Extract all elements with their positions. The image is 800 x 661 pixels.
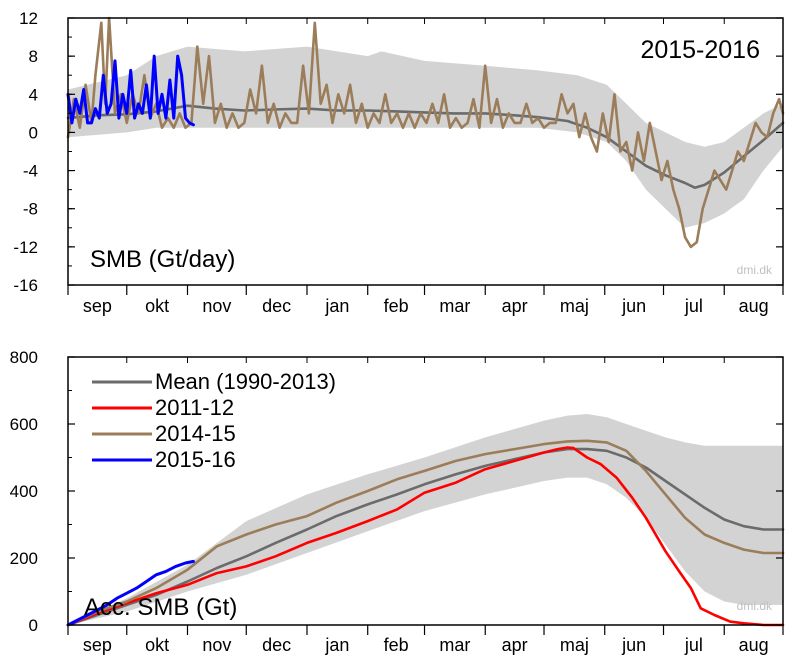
series-line-2014-15 <box>66 16 785 249</box>
y-tick-label: 4 <box>29 85 38 104</box>
daily-credit: dmi.dk <box>737 263 773 277</box>
y-tick-label: -16 <box>13 276 38 295</box>
month-label-dec: dec <box>262 635 291 655</box>
month-label-jun: jun <box>621 296 646 316</box>
month-label-sep: sep <box>83 635 112 655</box>
daily-spread-band <box>68 46 783 228</box>
month-label-feb: feb <box>384 635 409 655</box>
month-label-maj: maj <box>560 635 589 655</box>
accumulated-panel-title: Acc. SMB (Gt) <box>84 594 237 621</box>
daily-smb-panel: 12 8 4 0 -4 -8 -12 -16 sep okt nov dec jan feb mar apr… <box>13 9 785 316</box>
season-label: 2015-2016 <box>640 36 760 64</box>
daily-series-lines <box>66 16 785 249</box>
month-label-aug: aug <box>739 296 769 316</box>
series-line-2015-16 <box>66 54 195 127</box>
y-tick-label: 400 <box>10 482 38 501</box>
y-tick-label: 600 <box>10 415 38 434</box>
y-tick-label: 800 <box>10 348 38 367</box>
y-tick-label: -8 <box>23 200 38 219</box>
y-tick-label: -4 <box>23 162 38 181</box>
month-label-maj: maj <box>560 296 589 316</box>
daily-panel-title: SMB (Gt/day) <box>90 246 235 273</box>
month-label-dec: dec <box>262 296 291 316</box>
accumulated-smb-panel: 800 600 400 200 0 sep okt nov dec jan feb mar apr ma… <box>10 348 785 655</box>
y-tick-label: 200 <box>10 549 38 568</box>
month-label-sep: sep <box>83 296 112 316</box>
legend-label: 2014-15 <box>155 421 236 446</box>
series-line-mean-1990-2013 <box>66 447 785 627</box>
month-label-jan: jan <box>324 296 349 316</box>
month-label-jul: jul <box>684 635 703 655</box>
month-label-jun: jun <box>621 635 646 655</box>
month-label-nov: nov <box>202 296 231 316</box>
series-line-2014-15 <box>66 439 785 627</box>
y-tick-label: 0 <box>29 616 38 635</box>
month-label-apr: apr <box>502 635 528 655</box>
y-tick-label: 0 <box>29 123 38 142</box>
accumulated-credit: dmi.dk <box>737 599 773 613</box>
series-line-2015-16 <box>66 559 195 627</box>
daily-x-axis: sep okt nov dec jan feb mar apr maj jun jul aug <box>67 18 784 316</box>
accumulated-y-axis: 800 600 400 200 0 <box>10 348 783 635</box>
y-tick-label: -12 <box>13 238 38 257</box>
month-label-okt: okt <box>145 635 169 655</box>
y-tick-label: 12 <box>19 9 38 28</box>
accumulated-x-axis: sep okt nov dec jan feb mar apr maj jun jul aug <box>67 357 784 655</box>
legend-label: Mean (1990-2013) <box>155 369 336 394</box>
month-label-nov: nov <box>202 635 231 655</box>
legend-label: 2015-16 <box>155 447 236 472</box>
month-label-jul: jul <box>684 296 703 316</box>
month-label-aug: aug <box>739 635 769 655</box>
accumulated-series-lines <box>66 439 785 627</box>
month-label-okt: okt <box>145 296 169 316</box>
month-label-feb: feb <box>384 296 409 316</box>
legend-label: 2011-12 <box>155 395 234 420</box>
series-line-2011-12 <box>66 446 785 627</box>
month-label-apr: apr <box>502 296 528 316</box>
y-tick-label: 8 <box>29 47 38 66</box>
month-label-jan: jan <box>324 635 349 655</box>
month-label-mar: mar <box>439 635 470 655</box>
daily-y-axis: 12 8 4 0 -4 -8 -12 -16 <box>13 9 783 295</box>
month-label-mar: mar <box>439 296 470 316</box>
spread-band <box>68 46 783 228</box>
